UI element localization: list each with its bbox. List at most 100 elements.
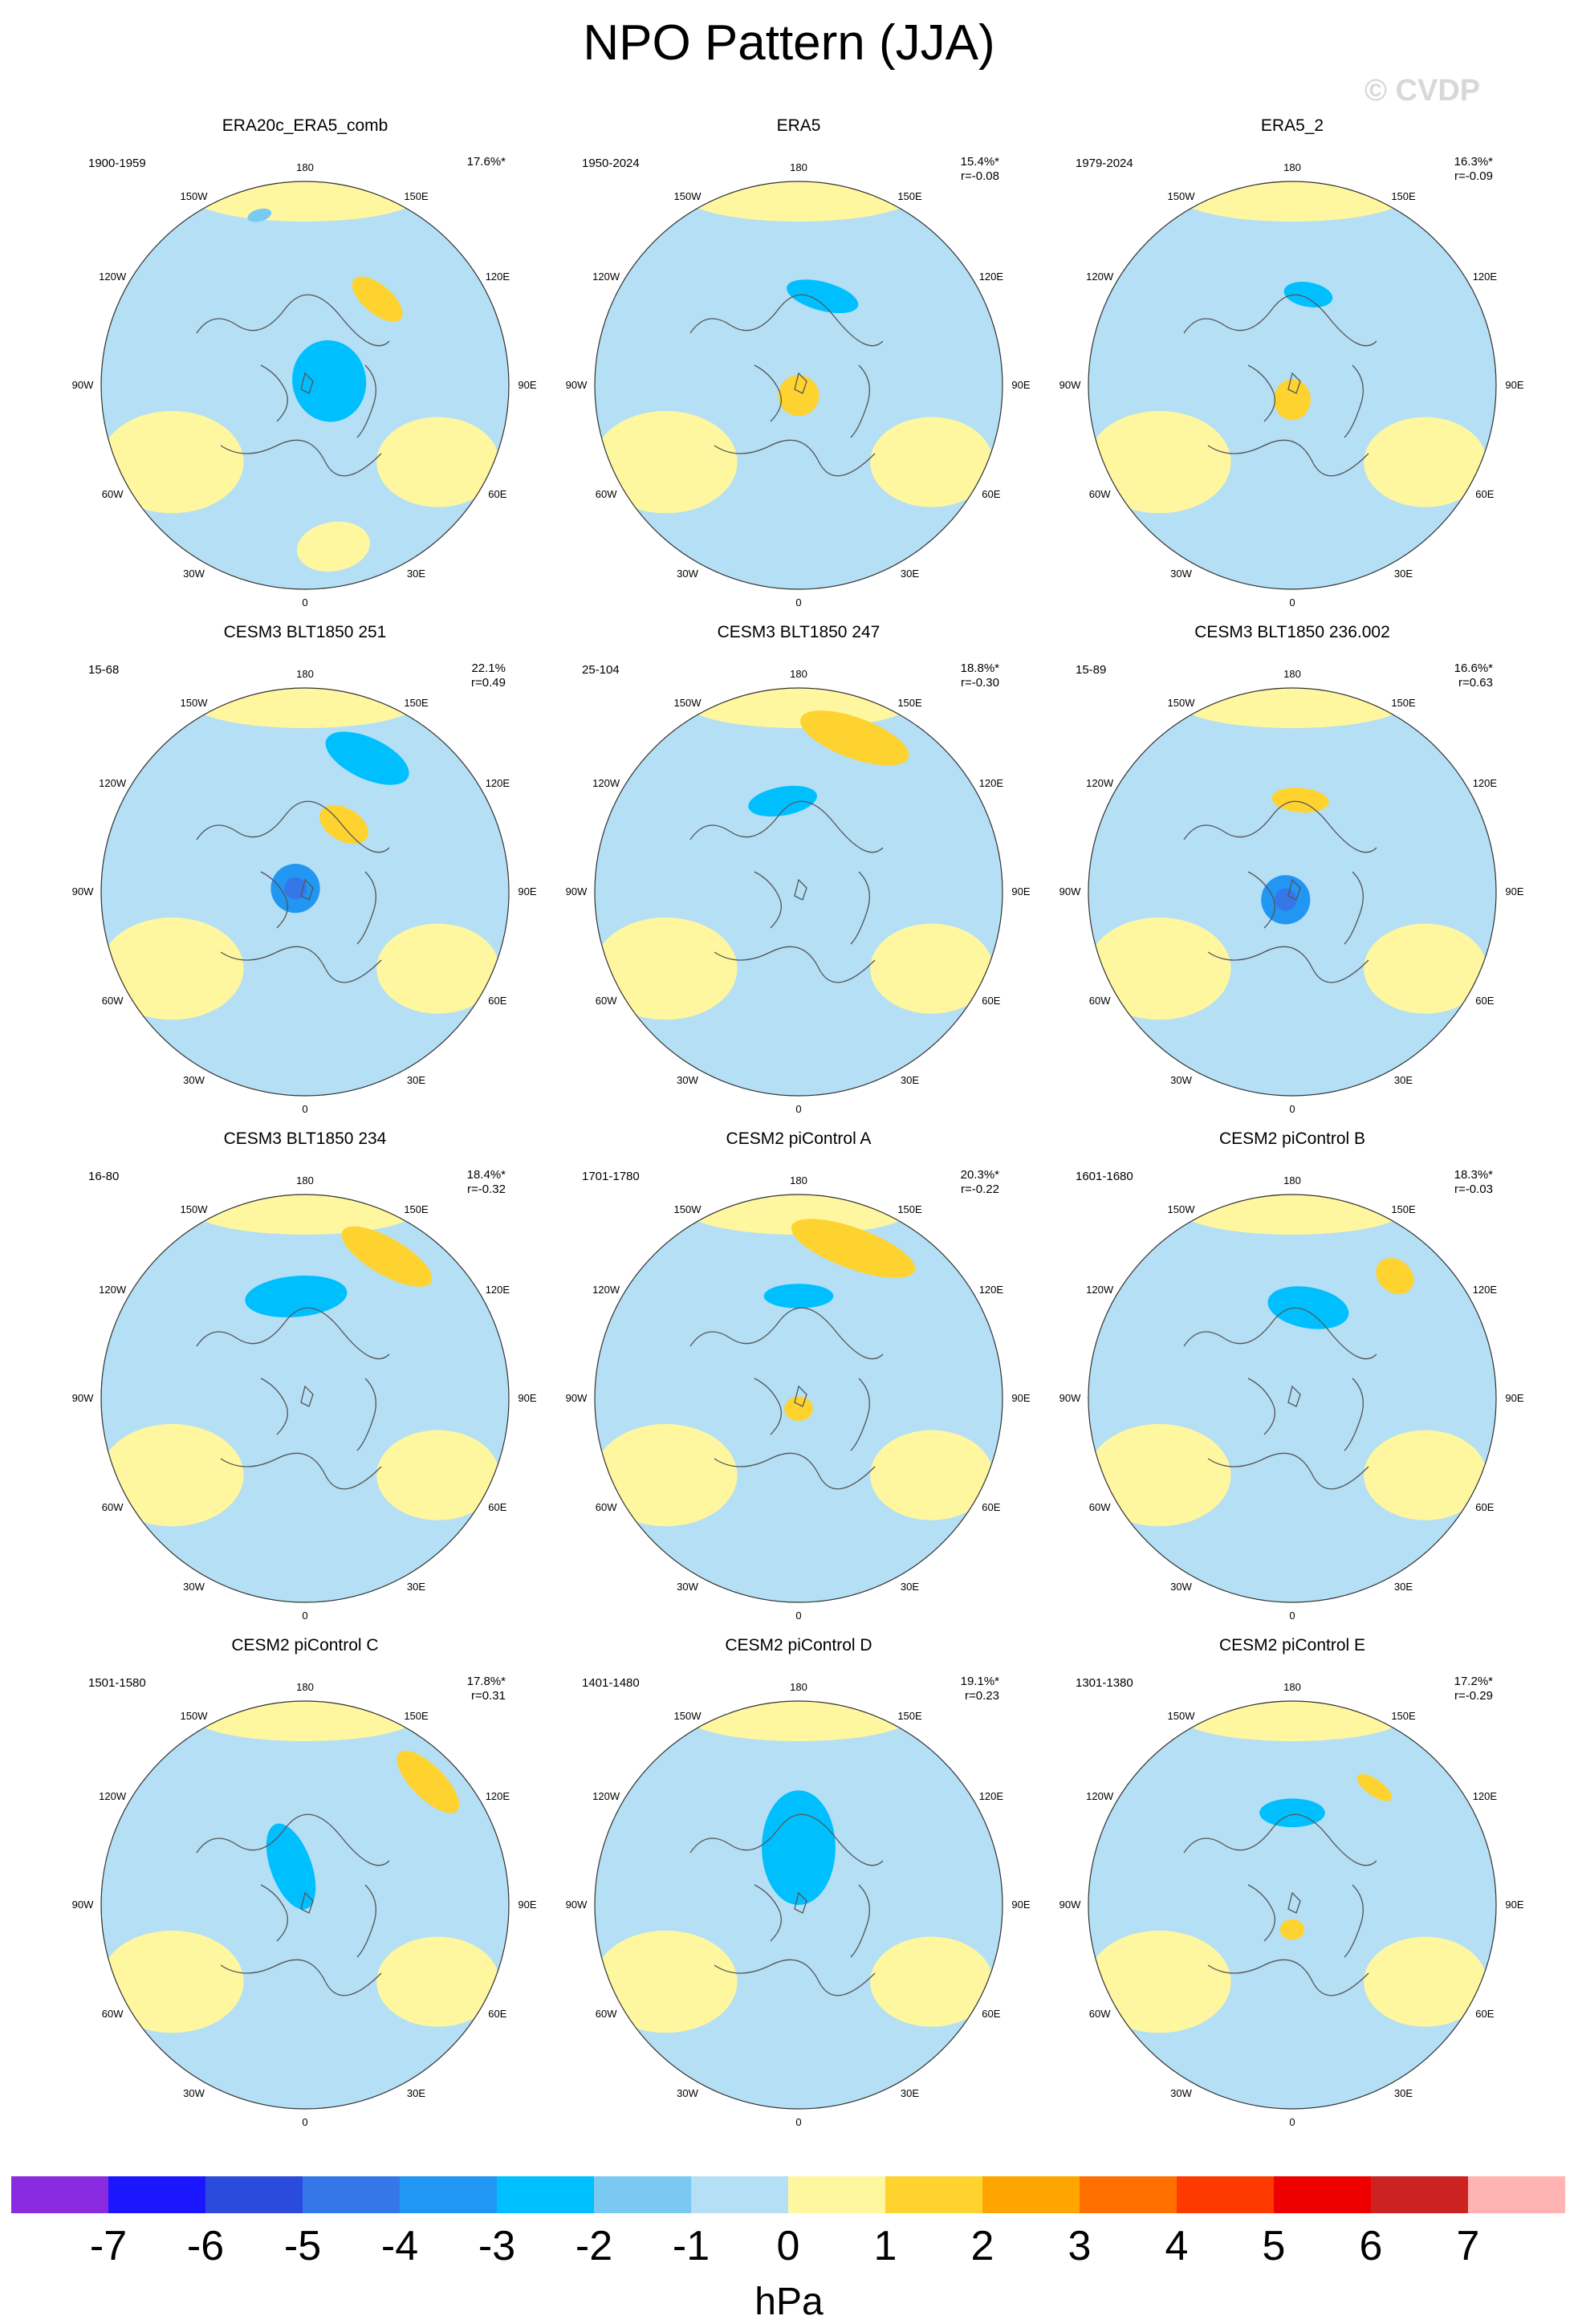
longitude-label: 180	[296, 161, 314, 173]
coastline	[689, 294, 884, 477]
longitude-label: 120E	[485, 1789, 510, 1802]
colorbar-swatch	[788, 2176, 885, 2213]
longitude-label: 120E	[485, 1283, 510, 1296]
longitude-label: 60W	[595, 487, 617, 500]
longitude-label: 120E	[978, 776, 1004, 789]
variance-explained: 16.3%*	[1454, 155, 1493, 169]
positive-anomaly-center	[1279, 1919, 1305, 1940]
coastline	[196, 1813, 390, 1996]
longitude-label: 60E	[982, 1500, 1001, 1513]
colorbar-tick-label: 4	[1165, 2223, 1189, 2269]
figure-title: NPO Pattern (JJA)	[583, 15, 995, 71]
pattern-correlation: r=0.31	[471, 1689, 506, 1703]
longitude-label: 90W	[565, 379, 588, 391]
positive-anomaly-center	[319, 804, 368, 845]
map-panel: CESM3 BLT1850 247 25-104 18.8%* r=-0.30 180 1…	[558, 623, 1039, 1121]
positive-anomaly-center	[296, 521, 370, 572]
coastline	[1183, 800, 1377, 983]
panel-years: 15-68	[88, 663, 120, 677]
longitude-label: 0	[1289, 1610, 1295, 1622]
colorbar-swatch	[1468, 2176, 1565, 2213]
positive-anomaly-region	[1088, 410, 1231, 514]
positive-anomaly-region	[101, 917, 244, 1020]
positive-anomaly-region	[1364, 923, 1487, 1014]
colorbar-swatch	[691, 2176, 788, 2213]
coastline	[196, 800, 390, 983]
variance-explained: 22.1%	[471, 661, 506, 675]
longitude-label: 120E	[978, 1789, 1004, 1802]
pattern-correlation: r=0.23	[965, 1689, 999, 1703]
longitude-label: 0	[795, 596, 802, 608]
panel-stats: 16.3%* r=-0.09	[1454, 155, 1493, 184]
longitude-label: 30E	[1393, 1073, 1413, 1086]
colorbar-swatch	[205, 2176, 303, 2213]
colorbar-swatch	[885, 2176, 982, 2213]
longitude-label: 60E	[1475, 2007, 1495, 2020]
panel-stats: 17.6%*	[467, 155, 506, 169]
positive-anomaly-region	[376, 1936, 500, 2027]
negative-anomaly-center	[292, 340, 367, 422]
map-panel: CESM2 piControl D 1401-1480 19.1%* r=0.23 18…	[558, 1636, 1039, 2134]
longitude-label: 90E	[1011, 885, 1031, 897]
colorbar-tick-label: 5	[1262, 2223, 1286, 2269]
colorbar-swatch	[1177, 2176, 1274, 2213]
positive-anomaly-center	[397, 1750, 460, 1813]
longitude-label: 180	[1283, 1174, 1301, 1186]
longitude-label: 60E	[488, 1500, 507, 1513]
longitude-label: 150E	[1391, 190, 1416, 203]
longitude-label: 60E	[1475, 487, 1495, 500]
negative-anomaly-center	[748, 785, 817, 817]
positive-anomaly-center	[1274, 379, 1311, 421]
negative-anomaly-center	[1267, 1286, 1349, 1329]
longitude-label: 180	[790, 1681, 807, 1693]
map-panel: CESM3 BLT1850 251 15-68 22.1% r=0.49 180 150W…	[64, 623, 546, 1121]
colorbar-tick-label: 1	[873, 2223, 897, 2269]
colorbar-swatch	[1080, 2176, 1177, 2213]
positive-anomaly-region	[1364, 417, 1487, 507]
panel-title: CESM3 BLT1850 247	[717, 623, 881, 641]
panel-stats: 17.8%* r=0.31	[467, 1675, 506, 1703]
longitude-label: 180	[1283, 161, 1301, 173]
map-panel: ERA5 1950-2024 15.4%* r=-0.08 180 150W 150E 120…	[558, 116, 1039, 614]
colorbar-swatch	[11, 2176, 108, 2213]
pattern-correlation: r=-0.29	[1454, 1689, 1493, 1703]
polar-map	[100, 687, 510, 1097]
panel-title: CESM3 BLT1850 251	[223, 623, 387, 641]
anomaly-core	[284, 877, 307, 900]
panel-years: 1900-1959	[88, 157, 146, 170]
positive-anomaly-region	[595, 410, 738, 514]
longitude-label: 30W	[1170, 1580, 1192, 1593]
panel-years: 1701-1780	[582, 1170, 640, 1183]
longitude-label: 150W	[673, 1710, 702, 1723]
longitude-label: 120W	[1086, 1789, 1114, 1802]
longitude-label: 150W	[1167, 1710, 1195, 1723]
longitude-label: 90W	[565, 1392, 588, 1404]
longitude-label: 150W	[1167, 1203, 1195, 1216]
panel-stats: 19.1%* r=0.23	[961, 1675, 999, 1703]
map-panel: ERA5_2 1979-2024 16.3%* r=-0.09 180 150W 150E 1…	[1051, 116, 1533, 614]
negative-anomaly-field	[1088, 1195, 1496, 1602]
longitude-label: 90E	[518, 1899, 537, 1911]
map-boundary	[594, 1700, 1003, 2110]
longitude-label: 90E	[1505, 1899, 1524, 1911]
longitude-label: 150W	[673, 697, 702, 710]
longitude-label: 180	[296, 1174, 314, 1186]
colorbar-swatch	[594, 2176, 691, 2213]
longitude-label: 0	[302, 1103, 308, 1115]
longitude-label: 150W	[673, 1203, 702, 1216]
longitude-label: 30E	[900, 1073, 920, 1086]
longitude-label: 90E	[1505, 1392, 1524, 1404]
longitude-label: 60E	[982, 487, 1001, 500]
negative-anomaly-field	[595, 688, 1003, 1096]
panel-title: CESM2 piControl B	[1218, 1129, 1366, 1148]
longitude-label: 30E	[406, 1073, 426, 1086]
panel-stats: 18.4%* r=-0.32	[467, 1168, 506, 1197]
negative-anomaly-center	[1283, 282, 1333, 307]
longitude-label: 150E	[897, 190, 922, 203]
longitude-label: 90E	[1011, 1899, 1031, 1911]
variance-explained: 16.6%*	[1454, 661, 1493, 675]
longitude-label: 90E	[1505, 885, 1524, 897]
longitude-label: 60W	[1088, 1500, 1111, 1513]
positive-anomaly-center	[778, 375, 820, 417]
longitude-label: 30E	[406, 2086, 426, 2099]
